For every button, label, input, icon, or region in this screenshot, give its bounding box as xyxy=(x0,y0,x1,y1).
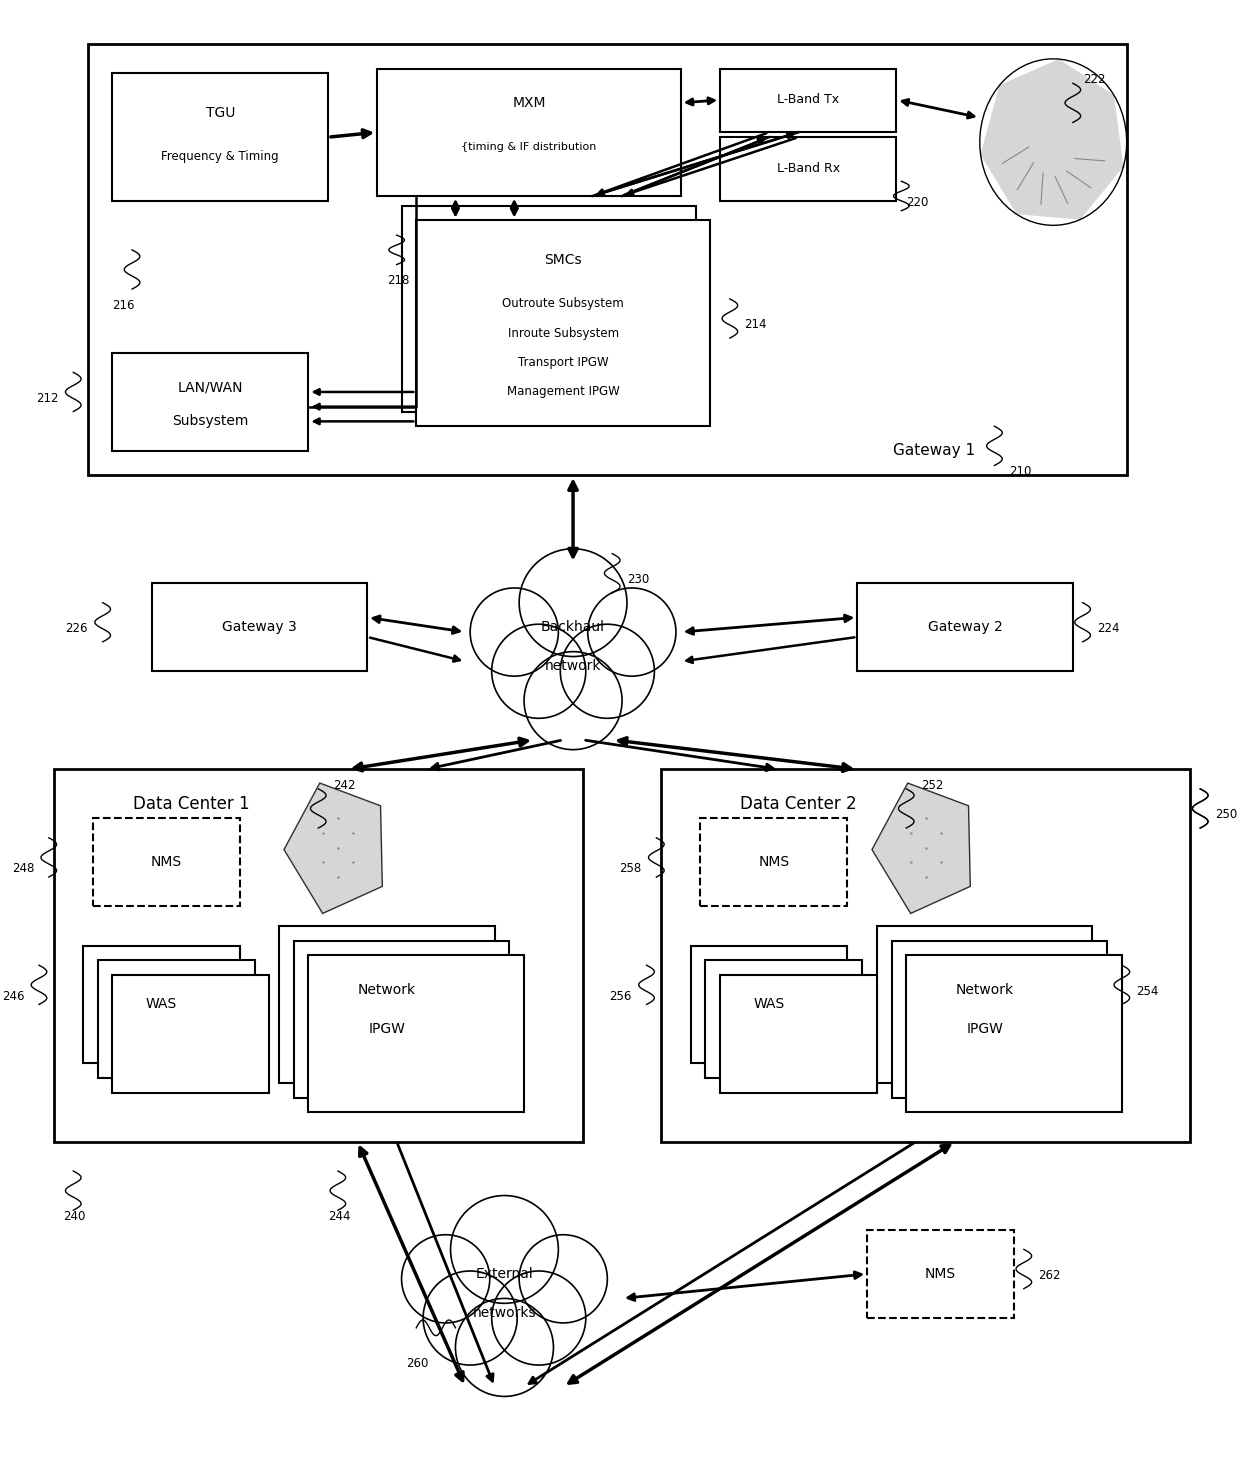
Circle shape xyxy=(470,587,558,677)
Bar xyxy=(661,769,1190,1141)
Bar xyxy=(706,961,862,1078)
Bar xyxy=(701,819,847,907)
Text: Inroute Subsystem: Inroute Subsystem xyxy=(507,327,619,340)
Polygon shape xyxy=(872,782,971,914)
Bar xyxy=(720,976,877,1093)
Bar xyxy=(113,976,269,1093)
Circle shape xyxy=(560,624,655,718)
Text: 250: 250 xyxy=(1215,809,1238,822)
Text: 240: 240 xyxy=(63,1210,86,1223)
Circle shape xyxy=(492,624,585,718)
Text: 226: 226 xyxy=(66,623,88,636)
Text: IPGW: IPGW xyxy=(368,1023,405,1036)
Text: Data Center 1: Data Center 1 xyxy=(133,794,249,813)
Text: 262: 262 xyxy=(1039,1269,1061,1282)
Text: Network: Network xyxy=(358,983,415,996)
Text: Subsystem: Subsystem xyxy=(172,415,249,428)
Text: 218: 218 xyxy=(387,274,409,287)
Text: WAS: WAS xyxy=(146,998,177,1011)
Circle shape xyxy=(588,587,676,677)
Bar xyxy=(867,1229,1014,1318)
Bar xyxy=(294,941,510,1097)
Text: Frequency & Timing: Frequency & Timing xyxy=(161,151,279,163)
Text: Data Center 2: Data Center 2 xyxy=(740,794,857,813)
Circle shape xyxy=(455,1298,553,1396)
Polygon shape xyxy=(284,782,382,914)
Bar xyxy=(93,819,239,907)
Bar xyxy=(83,945,239,1064)
Text: L-Band Tx: L-Band Tx xyxy=(777,94,839,107)
Circle shape xyxy=(492,1272,585,1365)
Bar xyxy=(720,138,897,201)
Text: IPGW: IPGW xyxy=(966,1023,1003,1036)
Bar xyxy=(906,955,1122,1112)
Text: 248: 248 xyxy=(11,863,33,876)
Bar xyxy=(720,69,897,132)
Text: network: network xyxy=(544,659,601,674)
Text: 242: 242 xyxy=(334,779,356,793)
Circle shape xyxy=(423,1272,517,1365)
Bar xyxy=(113,353,309,451)
Text: 260: 260 xyxy=(407,1357,429,1370)
Text: NMS: NMS xyxy=(759,856,790,869)
Bar xyxy=(417,220,711,426)
Text: L-Band Rx: L-Band Rx xyxy=(776,163,839,174)
Bar xyxy=(377,69,681,196)
Bar xyxy=(113,73,329,201)
Text: MXM: MXM xyxy=(512,95,546,110)
Text: Management IPGW: Management IPGW xyxy=(507,385,620,398)
Text: Gateway 3: Gateway 3 xyxy=(222,620,296,634)
Text: 216: 216 xyxy=(113,299,135,312)
Text: 222: 222 xyxy=(1083,73,1105,86)
Bar xyxy=(98,961,254,1078)
Text: WAS: WAS xyxy=(754,998,785,1011)
Text: 224: 224 xyxy=(1097,623,1120,636)
Text: 244: 244 xyxy=(329,1210,351,1223)
Text: 220: 220 xyxy=(906,196,929,209)
Text: {timing & IF distribution: {timing & IF distribution xyxy=(461,142,596,152)
Text: NMS: NMS xyxy=(151,856,182,869)
Text: networks: networks xyxy=(472,1307,536,1320)
Text: 246: 246 xyxy=(1,990,25,1002)
Text: 256: 256 xyxy=(610,990,632,1002)
Text: Outroute Subsystem: Outroute Subsystem xyxy=(502,297,624,311)
Circle shape xyxy=(525,652,622,750)
Text: 254: 254 xyxy=(1137,984,1159,998)
Text: TGU: TGU xyxy=(206,105,234,120)
Polygon shape xyxy=(981,59,1123,220)
Bar xyxy=(88,44,1127,475)
Text: 210: 210 xyxy=(1009,466,1032,479)
Bar xyxy=(857,583,1073,671)
Bar xyxy=(151,583,367,671)
Bar xyxy=(402,205,696,412)
Text: Transport IPGW: Transport IPGW xyxy=(518,356,609,369)
Bar xyxy=(892,941,1107,1097)
Text: Gateway 2: Gateway 2 xyxy=(928,620,1002,634)
Circle shape xyxy=(402,1235,490,1323)
Text: 230: 230 xyxy=(627,573,650,586)
Bar xyxy=(877,926,1092,1083)
Bar xyxy=(279,926,495,1083)
Bar xyxy=(691,945,847,1064)
Text: Network: Network xyxy=(956,983,1013,996)
Bar xyxy=(309,955,525,1112)
Text: Backhaul: Backhaul xyxy=(541,620,605,634)
Circle shape xyxy=(450,1195,558,1304)
Text: 258: 258 xyxy=(620,863,641,876)
Text: NMS: NMS xyxy=(925,1267,956,1280)
Text: 214: 214 xyxy=(744,318,768,331)
Text: 252: 252 xyxy=(921,779,944,793)
Text: LAN/WAN: LAN/WAN xyxy=(177,379,243,394)
Text: Gateway 1: Gateway 1 xyxy=(893,444,975,459)
Circle shape xyxy=(520,1235,608,1323)
Circle shape xyxy=(520,549,627,656)
Text: SMCs: SMCs xyxy=(544,252,582,267)
Text: 212: 212 xyxy=(36,393,58,404)
Bar xyxy=(53,769,583,1141)
Text: External: External xyxy=(476,1267,533,1280)
